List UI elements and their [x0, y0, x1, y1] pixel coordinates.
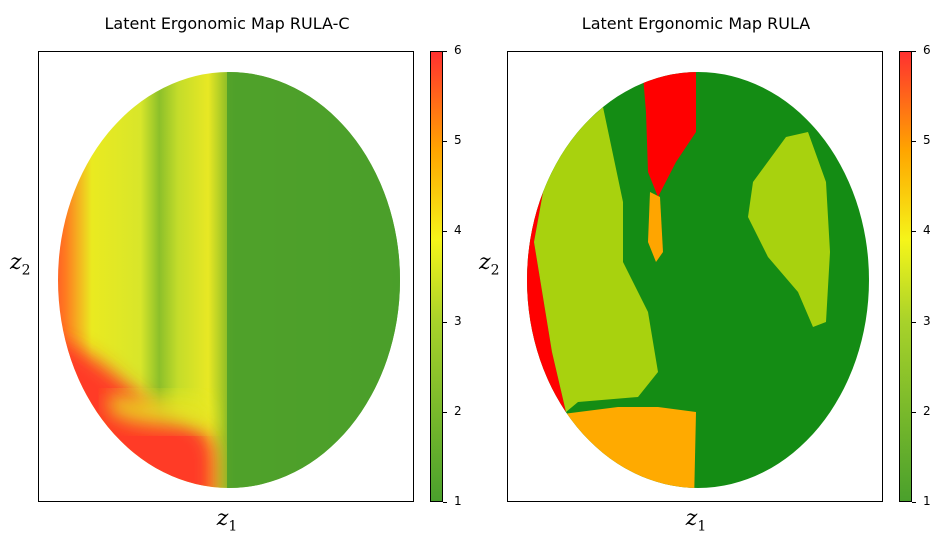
colorbar-tick-mark [443, 231, 447, 233]
colorbar-tick-label: 5 [923, 133, 931, 148]
chart-panel-right: Latent Ergonomic Map RULA z1 z2 [469, 0, 938, 534]
colorbar-tick-mark [912, 502, 916, 503]
low-risk-region [227, 72, 400, 488]
y-axis-label: z2 [10, 250, 31, 279]
x-axis-label: z1 [216, 506, 238, 534]
colorbar-tick-label: 4 [923, 223, 931, 238]
mid-risk-band [109, 392, 214, 432]
colorbar-tick-mark [443, 51, 447, 52]
colorbar-tick-mark [443, 411, 447, 413]
x-axis-label: z1 [685, 506, 707, 534]
colorbar-tick-label: 6 [454, 43, 462, 57]
region-top-notch [641, 72, 696, 197]
region-right-blob [748, 132, 830, 327]
chart-panel-left: Latent Ergonomic Map RULA-C [0, 0, 469, 534]
region-left-band [534, 107, 658, 412]
scatter-plot [58, 72, 400, 488]
colorbar-tick-mark [912, 231, 916, 233]
scatter-points [58, 72, 400, 488]
colorbar-tick-mark [443, 502, 447, 503]
colorbar-tick-label: 6 [923, 43, 931, 57]
scatter-points [527, 72, 869, 488]
region-notch-tail [648, 192, 663, 262]
plot-area [507, 51, 883, 502]
plot-area [38, 51, 414, 502]
colorbar-tick-label: 2 [454, 403, 462, 418]
colorbar-fill [899, 51, 912, 502]
scatter-plot [527, 72, 869, 488]
colorbar-tick-label: 1 [454, 494, 462, 508]
y-axis-label: z2 [479, 250, 500, 279]
colorbar-tick-label: 2 [923, 403, 931, 418]
colorbar-tick-mark [443, 141, 447, 143]
colorbar-tick-mark [912, 141, 916, 143]
colorbar-tick-mark [912, 321, 916, 323]
colorbar-tick-mark [912, 51, 916, 52]
colorbar-tick-label: 3 [923, 313, 931, 328]
colorbar-tick-mark [443, 321, 447, 323]
chart-title: Latent Ergonomic Map RULA-C [104, 14, 350, 33]
region-bottom-patch [548, 407, 696, 488]
colorbar-tick-label: 5 [454, 133, 462, 148]
chart-title: Latent Ergonomic Map RULA [581, 14, 811, 33]
colorbar-tick-mark [912, 411, 916, 413]
colorbar-fill [430, 51, 443, 502]
colorbar [430, 51, 443, 502]
colorbar-tick-label: 4 [454, 223, 462, 238]
colorbar-tick-label: 1 [923, 494, 931, 508]
colorbar [899, 51, 912, 502]
colorbar-tick-label: 3 [454, 313, 462, 328]
